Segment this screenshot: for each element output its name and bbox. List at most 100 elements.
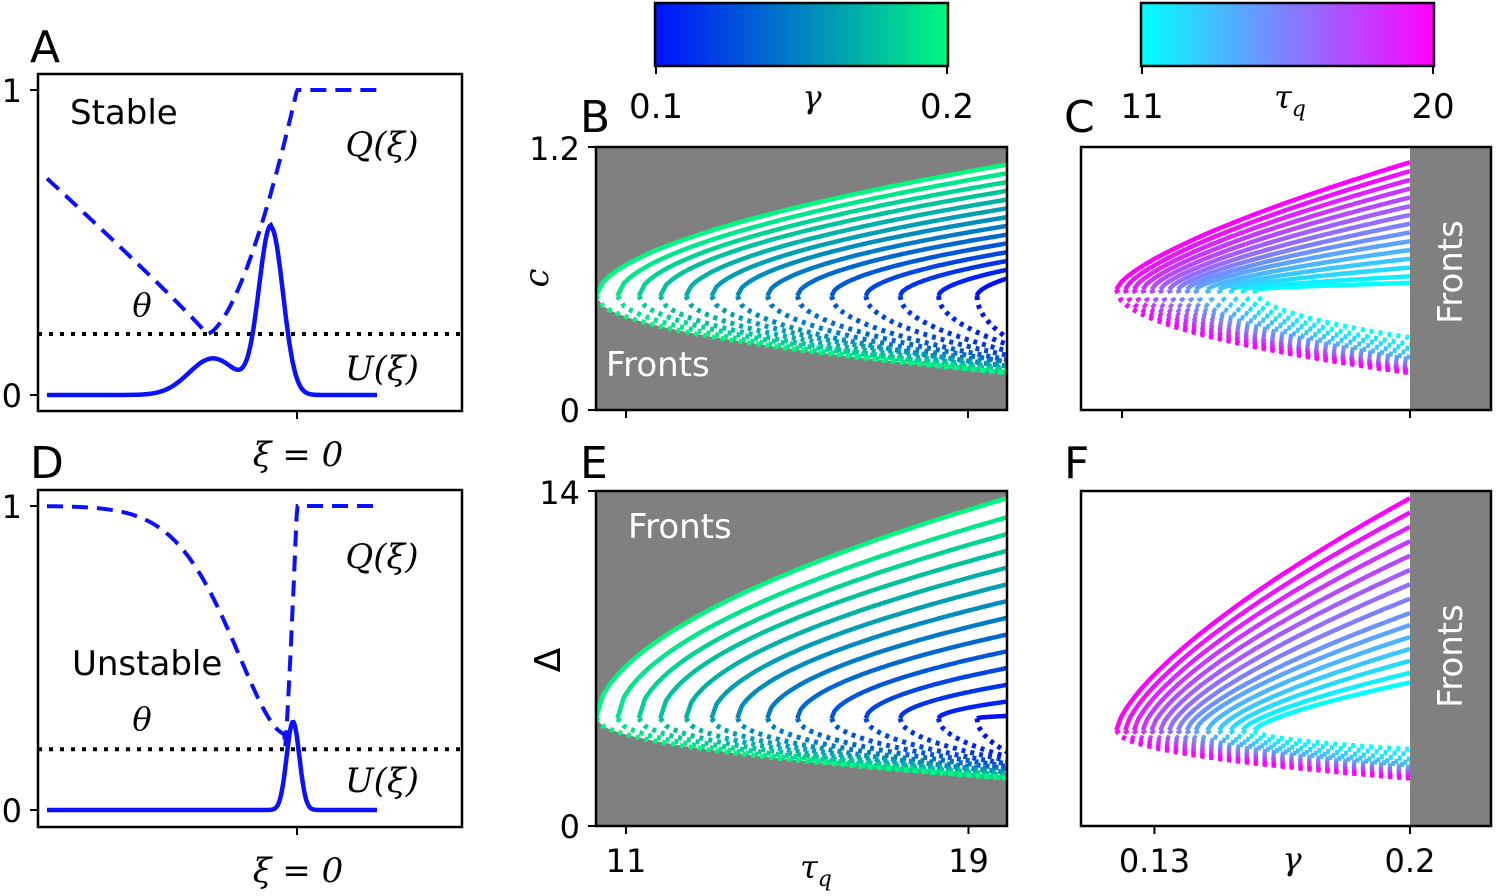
colorbar-tau: 11 τq 20 bbox=[1120, 1, 1455, 127]
upper-branch bbox=[709, 206, 1007, 298]
panel-e-xticks: 11 19 bbox=[606, 826, 989, 880]
upper-branch bbox=[863, 249, 1007, 298]
panel-c-fronts-label: Fronts bbox=[1431, 220, 1471, 324]
panel-b-ytick-min: 0 bbox=[560, 392, 580, 430]
colorbar-tau-label-sub: q bbox=[1292, 97, 1306, 122]
colorbar-tau-min: 11 bbox=[1120, 87, 1163, 127]
upper-branch bbox=[596, 162, 1007, 298]
lower-branch bbox=[1240, 288, 1410, 347]
upper-branch bbox=[1185, 230, 1410, 292]
panel-d-plot bbox=[38, 504, 462, 813]
upper-branch bbox=[1114, 496, 1410, 732]
panel-e-ytick-max: 14 bbox=[539, 474, 580, 512]
upper-branch bbox=[636, 531, 1007, 719]
upper-branch bbox=[1131, 524, 1410, 732]
q-curve bbox=[45, 88, 377, 336]
upper-branch bbox=[1229, 265, 1410, 292]
colorbar-gamma-max: 0.2 bbox=[920, 87, 974, 127]
x-tick-label: 11 bbox=[606, 842, 647, 880]
x-tick-label: 19 bbox=[948, 842, 989, 880]
upper-branch bbox=[1206, 247, 1410, 292]
upper-branch bbox=[1158, 567, 1410, 732]
lower-branch bbox=[897, 717, 1007, 763]
lower-branch bbox=[1193, 288, 1410, 363]
upper-branch bbox=[795, 632, 1007, 720]
panel-f-frame bbox=[1079, 489, 1493, 828]
panel-e-fronts-label: Fronts bbox=[628, 507, 732, 547]
upper-branch bbox=[1229, 658, 1410, 732]
panel-letter-f: F bbox=[1064, 438, 1089, 489]
upper-branch bbox=[936, 267, 1007, 297]
panel-letter-c: C bbox=[1064, 92, 1095, 143]
lower-branch bbox=[1205, 728, 1410, 768]
panel-d-state-label: Unstable bbox=[72, 644, 222, 684]
upper-branch bbox=[1122, 510, 1410, 732]
upper-branch bbox=[795, 232, 1007, 298]
upper-branch bbox=[976, 713, 1007, 721]
panel-d: 1 0 Unstable Q(ξ) θ U(ξ) ξ = 0 bbox=[2, 488, 464, 891]
lower-branch bbox=[1240, 728, 1410, 757]
panel-e-frame bbox=[594, 489, 1009, 828]
panel-a: 1 0 Stable Q(ξ) θ U(ξ) ξ = 0 bbox=[2, 72, 464, 475]
panel-a-xi0-label: ξ = 0 bbox=[253, 435, 343, 475]
upper-branch bbox=[897, 258, 1007, 297]
upper-branch bbox=[709, 582, 1007, 720]
upper-branch bbox=[1193, 622, 1410, 732]
upper-branch bbox=[974, 276, 1007, 297]
panel-a-frame bbox=[36, 72, 464, 413]
colorbar-tau-label-tau: τq bbox=[1274, 78, 1306, 122]
lower-branch bbox=[1228, 728, 1410, 762]
panel-a-plot bbox=[38, 88, 462, 398]
lower-branch bbox=[794, 295, 1007, 365]
upper-branch bbox=[1241, 274, 1410, 292]
panel-e-xlabel: τq bbox=[800, 848, 832, 892]
panel-e-xlabel-sub: q bbox=[818, 867, 832, 892]
upper-branch bbox=[683, 565, 1007, 720]
upper-branch bbox=[735, 214, 1007, 298]
colorbar-tau-swatch bbox=[1139, 1, 1436, 68]
lower-branch bbox=[936, 717, 1007, 760]
panel-f: 0.13 0.2 γ Fronts bbox=[1079, 489, 1493, 880]
lower-branch bbox=[829, 295, 1007, 363]
panel-c-fronts-region bbox=[1410, 147, 1491, 410]
lower-branch bbox=[1228, 288, 1410, 352]
panel-d-frame bbox=[36, 488, 464, 829]
panel-a-u-label: U(ξ) bbox=[345, 349, 419, 389]
upper-branch bbox=[1175, 596, 1410, 732]
panel-d-u-label: U(ξ) bbox=[345, 761, 419, 801]
panel-letter-a: A bbox=[30, 22, 60, 73]
upper-branch bbox=[1253, 280, 1410, 292]
colorbar-gamma-min: 0.1 bbox=[629, 87, 683, 127]
stable-region bbox=[596, 498, 1007, 779]
upper-branch bbox=[897, 682, 1007, 720]
lower-branch bbox=[596, 294, 1007, 376]
panel-c: Fronts bbox=[1079, 145, 1493, 418]
upper-branch bbox=[1176, 221, 1410, 292]
panel-letter-b: B bbox=[580, 92, 610, 143]
colorbar-tau-max: 20 bbox=[1411, 87, 1454, 127]
lower-branch bbox=[765, 717, 1007, 774]
panel-f-xlabel: γ bbox=[1282, 840, 1302, 878]
panel-b-frame bbox=[594, 145, 1009, 412]
upper-branch bbox=[1205, 634, 1410, 732]
panel-e-ylabel: Δ bbox=[528, 647, 569, 672]
panel-b-ytick-max: 1.2 bbox=[529, 130, 580, 168]
lower-branch bbox=[974, 718, 1007, 754]
upper-branch bbox=[1140, 186, 1410, 291]
panel-e-ytick-min: 0 bbox=[560, 808, 580, 846]
panel-c-frame bbox=[1079, 145, 1493, 412]
lower-branch bbox=[636, 716, 1007, 780]
upper-branch bbox=[1167, 582, 1410, 732]
panel-c-plot bbox=[1114, 160, 1410, 376]
upper-branch bbox=[1240, 670, 1410, 732]
upper-branch bbox=[1149, 195, 1410, 291]
colorbar-gamma: 0.1 γ 0.2 bbox=[629, 1, 974, 127]
u-curve bbox=[47, 719, 377, 813]
upper-branch bbox=[1252, 680, 1410, 732]
upper-branch bbox=[863, 665, 1007, 720]
panel-letter-d: D bbox=[30, 438, 64, 489]
panel-e-plot bbox=[596, 496, 1007, 781]
lower-branch bbox=[974, 295, 1007, 340]
panel-a-ytick-1: 1 bbox=[2, 72, 22, 110]
